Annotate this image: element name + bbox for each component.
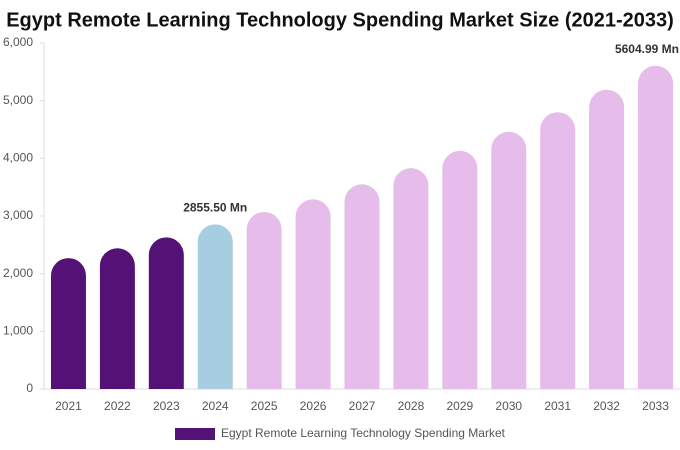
x-tick-label: 2031 (544, 399, 571, 413)
x-tick-label: 2030 (495, 399, 522, 413)
x-tick-label: 2025 (251, 399, 278, 413)
bar (295, 199, 331, 389)
x-tick-label: 2022 (104, 399, 131, 413)
y-tick-label: 4,000 (3, 151, 33, 165)
y-tick-label: 0 (26, 381, 33, 395)
x-tick-label: 2029 (446, 399, 473, 413)
y-tick-label: 5,000 (3, 93, 33, 107)
x-tick-label: 2032 (593, 399, 620, 413)
y-tick-label: 3,000 (3, 208, 33, 222)
value-label: 5604.99 Mn (615, 42, 679, 56)
bar (442, 150, 478, 389)
bar (540, 112, 576, 389)
x-tick-label: 2027 (349, 399, 376, 413)
y-tick-label: 6,000 (3, 35, 33, 49)
bar (344, 184, 380, 389)
bar (589, 89, 625, 390)
y-tick-label: 2,000 (3, 266, 33, 280)
bar (148, 237, 184, 389)
bar (638, 65, 674, 390)
bar (99, 248, 135, 389)
bar (50, 258, 86, 389)
bar (197, 224, 233, 389)
x-tick-label: 2026 (300, 399, 327, 413)
bar (491, 131, 527, 389)
x-tick-label: 2033 (642, 399, 669, 413)
legend-swatch (175, 428, 215, 440)
chart-title: Egypt Remote Learning Technology Spendin… (6, 9, 674, 31)
legend-label: Egypt Remote Learning Technology Spendin… (221, 426, 506, 440)
bar (393, 168, 429, 389)
x-tick-label: 2024 (202, 399, 229, 413)
bar (246, 211, 282, 389)
x-tick-label: 2028 (398, 399, 425, 413)
x-tick-label: 2021 (55, 399, 82, 413)
y-tick-label: 1,000 (3, 324, 33, 338)
value-label: 2855.50 Mn (183, 201, 247, 215)
x-tick-label: 2023 (153, 399, 180, 413)
